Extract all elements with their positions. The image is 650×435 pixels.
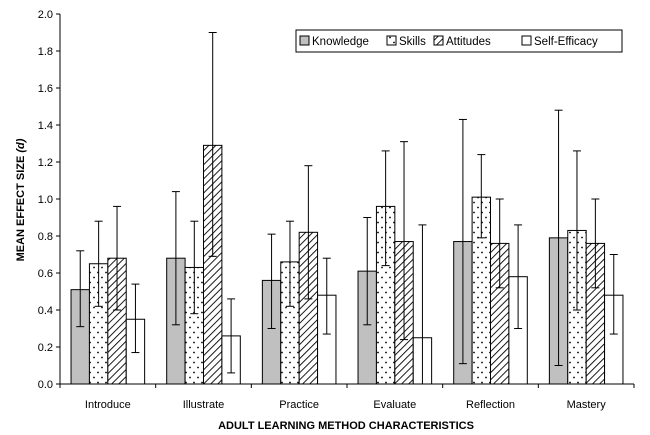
y-tick-label: 0.2 [38, 342, 53, 354]
x-tick-label: Evaluate [373, 399, 416, 411]
x-tick-label: Mastery [567, 399, 607, 411]
y-axis-title-text: MEAN EFFECT SIZE [15, 156, 27, 262]
y-axis-title-symbol: (d) [15, 138, 27, 152]
y-tick-label: 0.8 [38, 231, 53, 243]
legend-label-attitudes: Attitudes [446, 36, 491, 48]
error-bars [76, 32, 618, 385]
x-axis-ticks: Introduce Illustrate Practice Evaluate Refle… [59, 384, 635, 411]
legend-label-self-efficacy: Self-Efficacy [534, 36, 598, 48]
y-tick-label: 1.2 [38, 157, 53, 169]
y-tick-label: 0.4 [38, 305, 53, 317]
legend-swatch-skills [386, 35, 397, 46]
legend-label-knowledge: Knowledge [312, 36, 369, 48]
y-axis-ticks: 0.0 0.2 0.4 0.6 0.8 1.0 1.2 1.4 1.6 1.8 2.0 [38, 9, 60, 391]
x-tick-label: Introduce [85, 399, 131, 411]
y-tick-label: 2.0 [38, 9, 53, 21]
y-tick-label: 0.6 [38, 268, 53, 280]
y-axis-title: MEAN EFFECT SIZE (d) [15, 138, 27, 261]
y-tick-label: 0.0 [38, 379, 53, 391]
x-tick-label: Practice [279, 399, 319, 411]
legend-label-skills: Skills [399, 36, 426, 48]
legend-frame [295, 29, 623, 53]
x-axis-title: ADULT LEARNING METHOD CHARACTERISTICS [218, 420, 474, 432]
y-tick-label: 1.0 [38, 194, 53, 206]
y-tick-label: 1.8 [38, 46, 53, 58]
legend: Knowledge Skills Attitudes Self-Efficacy [295, 29, 623, 53]
x-tick-label: Reflection [466, 399, 515, 411]
legend-swatch-self-efficacy [521, 35, 532, 46]
bar-series [70, 144, 624, 385]
y-tick-label: 1.4 [38, 120, 53, 132]
legend-swatch-attitudes [433, 35, 444, 46]
x-tick-label: Illustrate [183, 399, 225, 411]
legend-swatch-knowledge [299, 35, 310, 46]
y-tick-label: 1.6 [38, 83, 53, 95]
